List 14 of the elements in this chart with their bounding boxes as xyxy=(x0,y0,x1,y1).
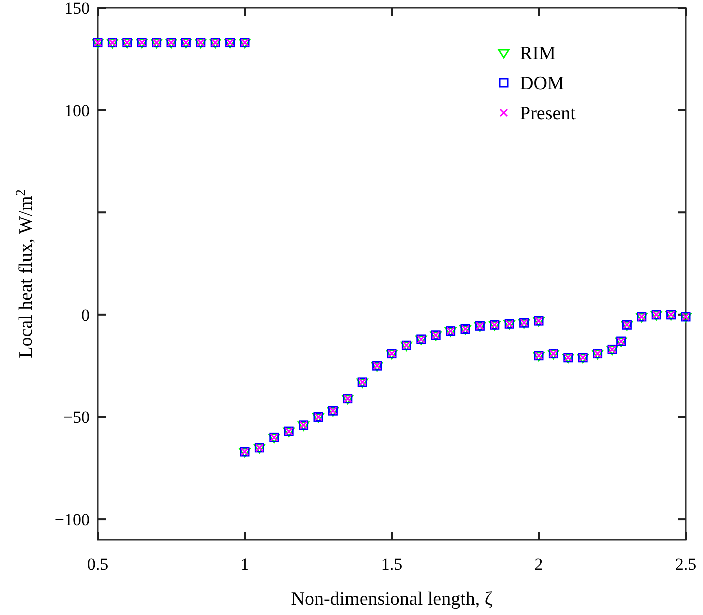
x-axis-title: Non-dimensional length, ζ xyxy=(291,589,493,610)
x-tick-label: 1.5 xyxy=(381,555,403,574)
x-tick-label: 2 xyxy=(534,555,544,574)
x-tick-label: 0.5 xyxy=(87,555,109,574)
y-tick-label: 150 xyxy=(64,0,90,18)
x-tick-label: 2.5 xyxy=(675,555,697,574)
y-tick-label: 100 xyxy=(64,101,90,120)
y-tick-label: 0 xyxy=(82,306,90,325)
legend-label: RIM xyxy=(520,44,556,65)
y-tick-label: −100 xyxy=(54,510,90,530)
legend-label: DOM xyxy=(520,74,564,95)
y-tick-label: −50 xyxy=(63,408,90,428)
x-tick-label: 1 xyxy=(240,555,250,574)
legend-label: Present xyxy=(520,104,577,125)
